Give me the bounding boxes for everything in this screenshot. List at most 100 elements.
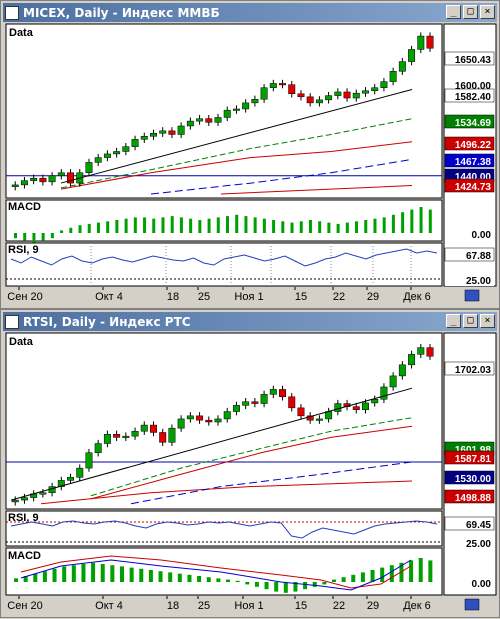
candle-body xyxy=(196,118,204,122)
rtsi-chart-area[interactable]: Data1702.031601.981587.811530.001498.88R… xyxy=(1,310,500,619)
candle-body xyxy=(343,91,351,99)
macd-bar xyxy=(143,217,147,233)
macd-signal-line xyxy=(20,555,412,589)
candle-body xyxy=(67,477,75,481)
candle-body xyxy=(334,403,342,412)
macd-bar xyxy=(264,582,269,590)
candle-body xyxy=(306,96,314,104)
candle-body xyxy=(196,415,204,421)
macd-bar xyxy=(364,220,368,233)
macd-bar xyxy=(168,572,173,582)
macd-bar xyxy=(312,582,317,587)
candle-body xyxy=(371,87,379,91)
macd-bar xyxy=(50,233,54,239)
candle-body xyxy=(103,153,111,158)
price-label-bg xyxy=(445,78,494,91)
macd-bar xyxy=(391,214,395,233)
macd-bar xyxy=(327,222,331,233)
maximize-button[interactable]: □ xyxy=(463,314,478,328)
minimize-button[interactable]: _ xyxy=(446,314,461,328)
candle-body xyxy=(205,118,213,123)
candle-body xyxy=(214,418,222,423)
candle-body xyxy=(242,102,250,110)
price-label: 1467.38 xyxy=(455,157,492,168)
ma-green-line xyxy=(60,118,413,189)
macd-bar xyxy=(198,220,202,233)
macd-bar xyxy=(410,209,414,233)
x-tick-label: 29 xyxy=(367,600,379,612)
macd-bar xyxy=(370,570,375,582)
macd-bar xyxy=(216,578,221,582)
macd-bar xyxy=(152,218,156,233)
macd-bar xyxy=(308,220,312,233)
x-tick-label: Ноя 1 xyxy=(234,600,263,612)
chart-app-icon xyxy=(5,5,19,20)
x-tick-label: Окт 4 xyxy=(95,600,123,612)
rsi-pane-label: RSI, 9 xyxy=(8,512,39,524)
candle-body xyxy=(380,81,388,88)
macd-bar xyxy=(170,216,174,233)
candle-body xyxy=(279,83,287,86)
macd-bar xyxy=(351,574,356,582)
price-label-bg xyxy=(444,470,495,485)
window-title-bar[interactable]: RTSI, Daily - Индекс РТС _ □ × xyxy=(3,312,497,331)
candle-body xyxy=(223,109,231,118)
minimize-button[interactable]: _ xyxy=(446,5,461,19)
macd-bar xyxy=(299,221,303,233)
macd-pane-label: MACD xyxy=(8,550,41,562)
macd-bar xyxy=(254,582,259,587)
close-button[interactable]: × xyxy=(480,314,495,328)
price-label: 1702.03 xyxy=(455,365,492,376)
micex-chart-window: MICEX, Daily - Индекс ММВБ _ □ × Data 165… xyxy=(0,0,500,309)
macd-bar xyxy=(409,560,414,582)
candle-body xyxy=(251,401,259,404)
candle-body xyxy=(260,87,268,100)
macd-pane xyxy=(5,199,443,242)
macd-bar xyxy=(87,223,91,233)
price-label: 1498.88 xyxy=(455,493,492,504)
macd-bar xyxy=(389,565,394,582)
macd-bar xyxy=(23,576,28,582)
candle-body xyxy=(315,99,323,104)
x-tick-label: 15 xyxy=(295,600,307,612)
candle-body xyxy=(389,375,397,388)
candle-body xyxy=(168,130,176,135)
macd-bar xyxy=(401,212,405,233)
price-label: 1587.81 xyxy=(455,454,492,465)
macd-bar xyxy=(262,218,266,233)
rsi-value: 67.88 xyxy=(466,251,491,262)
macd-bar xyxy=(303,582,308,590)
macd-value-bg xyxy=(445,227,494,240)
macd-bar xyxy=(91,562,96,582)
window-title-bar[interactable]: MICEX, Daily - Индекс ММВБ _ □ × xyxy=(3,3,497,22)
candle-body xyxy=(57,172,65,177)
window-title: MICEX, Daily - Индекс ММВБ xyxy=(23,5,220,20)
macd-bar xyxy=(69,227,73,233)
maximize-button[interactable]: □ xyxy=(463,5,478,19)
candle-body xyxy=(113,434,121,438)
rtsi-chart-window: RTSI, Daily - Индекс РТС _ □ × Data 1702.… xyxy=(0,309,500,618)
candle-body xyxy=(159,432,167,443)
x-tick-label: Дек 6 xyxy=(403,291,431,303)
candle-body xyxy=(205,419,213,423)
macd-value-bg xyxy=(445,576,494,589)
price-label-bg xyxy=(444,88,495,103)
price-label-bg xyxy=(444,178,495,193)
macd-bar xyxy=(380,567,385,582)
price-label-bg xyxy=(444,153,495,168)
macd-bar xyxy=(78,225,82,233)
price-pane xyxy=(5,23,443,199)
macd-bar xyxy=(226,579,230,582)
price-label: 1600.00 xyxy=(455,81,492,92)
candle-body xyxy=(11,184,19,187)
candle-body xyxy=(426,347,434,357)
price-label: 1601.98 xyxy=(455,445,492,456)
candle-body xyxy=(315,418,323,421)
price-label-bg xyxy=(444,136,495,151)
close-button[interactable]: × xyxy=(480,5,495,19)
window-title: RTSI, Daily - Индекс РТС xyxy=(23,314,191,329)
macd-bar xyxy=(341,577,346,582)
macd-bar xyxy=(52,568,57,582)
macd-bar xyxy=(197,576,202,582)
